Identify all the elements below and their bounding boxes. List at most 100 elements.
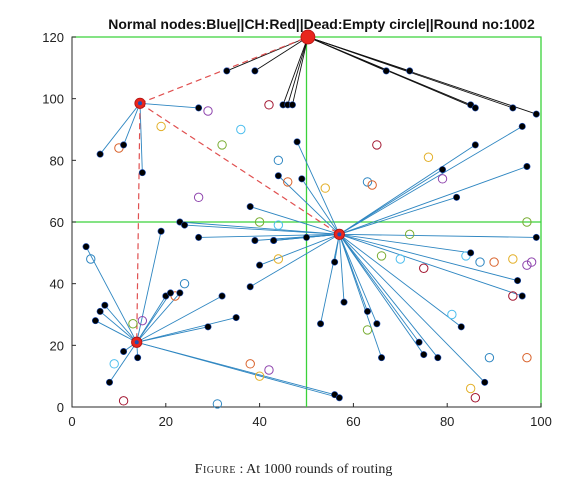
alive-node (420, 351, 428, 359)
alive-node (96, 150, 104, 158)
dead-node (489, 257, 499, 267)
member-link (338, 234, 345, 303)
dead-node (217, 140, 227, 150)
alive-node (96, 307, 104, 315)
member-link (99, 103, 141, 155)
dead-node (508, 291, 518, 301)
y-tick-label: 40 (50, 277, 64, 292)
alive-node (204, 323, 212, 331)
member-link (307, 36, 476, 109)
dead-node (193, 192, 204, 203)
dead-node (118, 396, 129, 406)
alive-node (166, 289, 174, 297)
y-tick-label: 80 (50, 153, 64, 168)
member-link (99, 311, 138, 343)
member-link (198, 233, 340, 238)
member-link (339, 166, 528, 235)
member-link (136, 292, 171, 343)
alive-node (335, 394, 343, 402)
alive-node (101, 301, 109, 309)
y-tick-label: 100 (42, 92, 64, 107)
alive-node (439, 166, 447, 174)
alive-node (514, 277, 522, 285)
member-link (139, 102, 199, 109)
dead-node (484, 352, 495, 363)
alive-node (195, 104, 203, 112)
dead-node (109, 359, 119, 369)
member-link (338, 234, 378, 324)
dead-node (137, 315, 148, 326)
member-link (254, 36, 309, 72)
member-link (339, 144, 476, 235)
alive-node (453, 193, 461, 201)
alive-node (270, 237, 278, 245)
alive-node (457, 323, 465, 331)
alive-node (181, 221, 189, 229)
alive-node (298, 175, 306, 183)
dead-node (404, 229, 415, 240)
x-tick-label: 40 (252, 414, 266, 429)
figure-caption: Figure : At 1000 rounds of routing (0, 462, 587, 478)
alive-node (138, 169, 146, 177)
dead-node (522, 217, 532, 227)
member-link (278, 175, 340, 235)
dead-node (254, 217, 265, 227)
alive-node (251, 67, 259, 75)
dead-node (367, 180, 377, 190)
alive-node (471, 104, 479, 112)
alive-node (157, 227, 165, 235)
dead-node (475, 257, 485, 267)
alive-node (471, 141, 479, 149)
dead-node (273, 254, 284, 264)
caption-text: At 1000 rounds of routing (246, 462, 393, 477)
dead-node (362, 177, 373, 187)
member-link (287, 36, 309, 105)
dead-node (522, 260, 532, 270)
member-link (95, 320, 137, 343)
alive-node (218, 292, 226, 300)
member-link (338, 234, 420, 343)
dead-node (128, 319, 138, 329)
alive-node (331, 258, 339, 266)
member-link (291, 36, 309, 105)
member-link (339, 233, 537, 238)
dead-node (362, 325, 373, 335)
dead-node (203, 106, 213, 116)
dead-node (395, 254, 405, 264)
dead-node (376, 251, 387, 261)
dead-node (447, 309, 457, 320)
dead-node (470, 393, 481, 403)
alive-node (288, 101, 296, 109)
dead-node (423, 152, 434, 162)
dead-node (526, 257, 537, 267)
cluster-head-core (134, 340, 139, 345)
y-tick-label: 60 (50, 215, 64, 230)
dead-node (254, 371, 265, 381)
dead-node (86, 254, 96, 264)
alive-node (251, 237, 259, 245)
member-link (339, 233, 462, 328)
member-link (136, 231, 162, 343)
member-link (339, 233, 523, 297)
dead-node (522, 352, 532, 363)
member-link (85, 246, 138, 343)
alive-node (317, 320, 325, 328)
dead-node (264, 365, 274, 375)
y-tick-label: 120 (42, 30, 64, 45)
alive-node (415, 338, 423, 346)
dead-node (273, 155, 284, 166)
alive-node (176, 289, 184, 297)
x-tick-label: 20 (159, 414, 173, 429)
member-link (320, 234, 340, 324)
alive-node (363, 307, 371, 315)
alive-node (246, 283, 254, 291)
alive-node (518, 292, 526, 300)
x-tick-label: 60 (346, 414, 360, 429)
chart-title: Normal nodes:Blue||CH:Red||Dead:Empty ci… (108, 16, 535, 32)
alive-node (256, 261, 264, 269)
member-link (136, 317, 237, 343)
member-link (338, 234, 439, 358)
alive-node (106, 378, 114, 386)
alive-node (434, 354, 442, 362)
